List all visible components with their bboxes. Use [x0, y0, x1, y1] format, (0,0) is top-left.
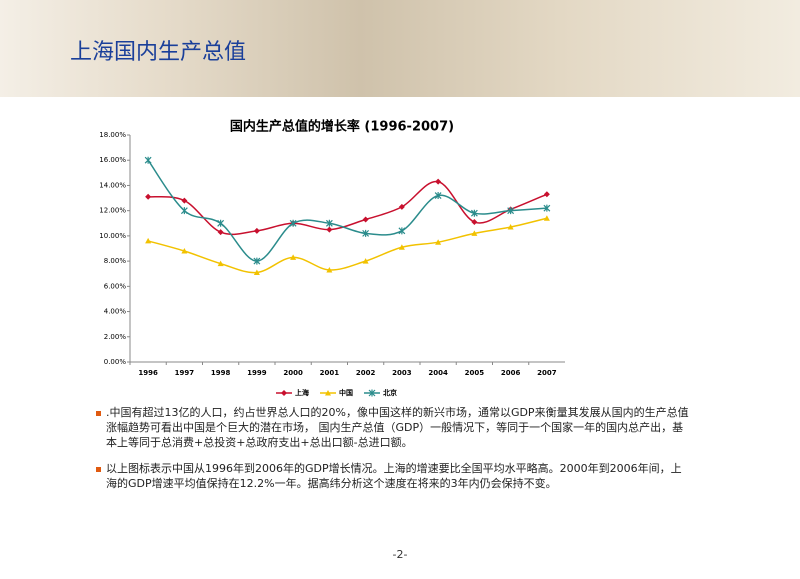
y-tick-label: 0.00%: [104, 358, 127, 366]
chart: 国内生产总值的增长率 (1996-2007) 0.00% 2.00% 4.00% 6.…: [99, 119, 565, 397]
bullet-text: 以上图标表示中国从1996年到2006年的GDP增长情况。上海的增速要比全国平均…: [106, 462, 682, 490]
marker: [181, 197, 188, 204]
marker: [145, 237, 152, 244]
marker: [281, 390, 287, 396]
marker: [253, 269, 260, 275]
marker: [326, 266, 333, 273]
series-line: [147, 217, 548, 274]
slide-title: 上海国内生产总值: [70, 40, 247, 65]
y-tick-label: 12.00%: [99, 207, 126, 215]
marker: [543, 191, 550, 198]
marker: [217, 260, 224, 267]
legend-label: 北京: [383, 388, 397, 397]
x-tick-label: 2001: [320, 369, 340, 377]
marker: [326, 226, 333, 233]
marker: [398, 244, 405, 250]
marker: [435, 178, 442, 185]
x-tick-label: 1998: [211, 369, 231, 377]
legend-label: 上海: [295, 388, 309, 397]
bullet-marker: [96, 411, 101, 416]
marker: [398, 227, 406, 235]
y-tick-label: 16.00%: [99, 156, 126, 164]
bullet-marker: [96, 467, 101, 472]
marker: [325, 219, 333, 227]
marker: [253, 257, 261, 265]
marker: [434, 192, 442, 200]
x-tick-label: 2003: [392, 369, 412, 377]
x-tick-label: 2006: [501, 369, 521, 377]
marker: [507, 207, 515, 215]
marker: [290, 254, 297, 260]
marker: [435, 239, 442, 245]
y-tick-label: 4.00%: [104, 308, 127, 316]
marker: [289, 219, 297, 227]
marker: [471, 230, 478, 236]
marker: [543, 215, 550, 221]
marker: [362, 229, 370, 237]
legend-label: 中国: [339, 388, 353, 397]
page-number: -2-: [392, 548, 408, 561]
marker: [543, 204, 551, 212]
y-tick-label: 2.00%: [104, 333, 127, 341]
x-tick-label: 2007: [537, 369, 557, 377]
marker: [471, 219, 478, 226]
marker: [145, 193, 152, 200]
marker: [362, 258, 369, 264]
series-line: [147, 159, 547, 262]
x-tick-label: 2004: [428, 369, 448, 377]
marker: [180, 207, 188, 215]
marker: [217, 229, 224, 236]
y-tick-label: 10.00%: [99, 232, 126, 240]
marker: [507, 224, 514, 230]
marker: [325, 390, 331, 396]
bullet-text: .中国有超过13亿的人口，约占世界总人口的20%，像中国这样的新兴市场，通常以G…: [106, 406, 689, 449]
y-tick-label: 6.00%: [104, 282, 127, 290]
series-line: [148, 180, 548, 236]
x-tick-label: 2000: [283, 369, 303, 377]
x-tick-label: 1999: [247, 369, 267, 377]
marker: [217, 219, 225, 227]
x-tick-label: 2002: [356, 369, 376, 377]
x-tick-label: 1997: [175, 369, 195, 377]
header-banner: 上海国内生产总值: [0, 0, 800, 97]
marker: [181, 248, 188, 254]
marker: [470, 209, 478, 217]
y-tick-label: 8.00%: [104, 257, 127, 265]
y-tick-label: 14.00%: [99, 181, 126, 189]
y-tick-label: 18.00%: [99, 131, 126, 139]
marker: [144, 156, 152, 164]
marker: [362, 216, 369, 223]
marker: [368, 389, 376, 397]
chart-title: 国内生产总值的增长率 (1996-2007): [230, 119, 454, 135]
x-tick-label: 2005: [465, 369, 485, 377]
x-tick-label: 1996: [138, 369, 158, 377]
marker: [398, 203, 405, 210]
marker: [253, 227, 260, 234]
